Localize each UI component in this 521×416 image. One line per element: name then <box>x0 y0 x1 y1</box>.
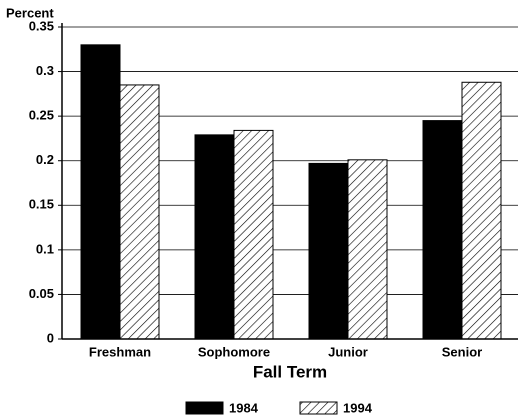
legend-label: 1994 <box>343 400 373 415</box>
x-tick-label: Senior <box>442 344 482 359</box>
legend-swatch <box>299 401 338 415</box>
legend-swatch <box>185 401 224 415</box>
y-axis-title: Percent <box>6 5 54 20</box>
y-tick-label: 0.25 <box>29 108 54 123</box>
y-tick-label: 0.1 <box>36 241 54 256</box>
y-tick-label: 0.2 <box>36 152 54 167</box>
bar <box>194 134 235 340</box>
bar <box>80 44 121 340</box>
y-tick-label: 0.3 <box>36 63 54 78</box>
bar <box>422 120 463 340</box>
y-tick-label: 0 <box>47 330 54 345</box>
x-tick-label: Freshman <box>89 344 151 359</box>
bar <box>119 84 160 340</box>
bar <box>461 81 502 340</box>
y-tick-label: 0.05 <box>29 286 54 301</box>
y-tick-label: 0.35 <box>29 18 54 33</box>
x-tick-label: Junior <box>328 344 368 359</box>
bar <box>347 159 388 340</box>
bar <box>308 162 349 340</box>
legend-label: 1984 <box>229 400 259 415</box>
x-axis-title: Fall Term <box>253 362 327 381</box>
y-tick-label: 0.15 <box>29 197 54 212</box>
x-tick-label: Sophomore <box>198 344 270 359</box>
bar <box>233 129 274 340</box>
